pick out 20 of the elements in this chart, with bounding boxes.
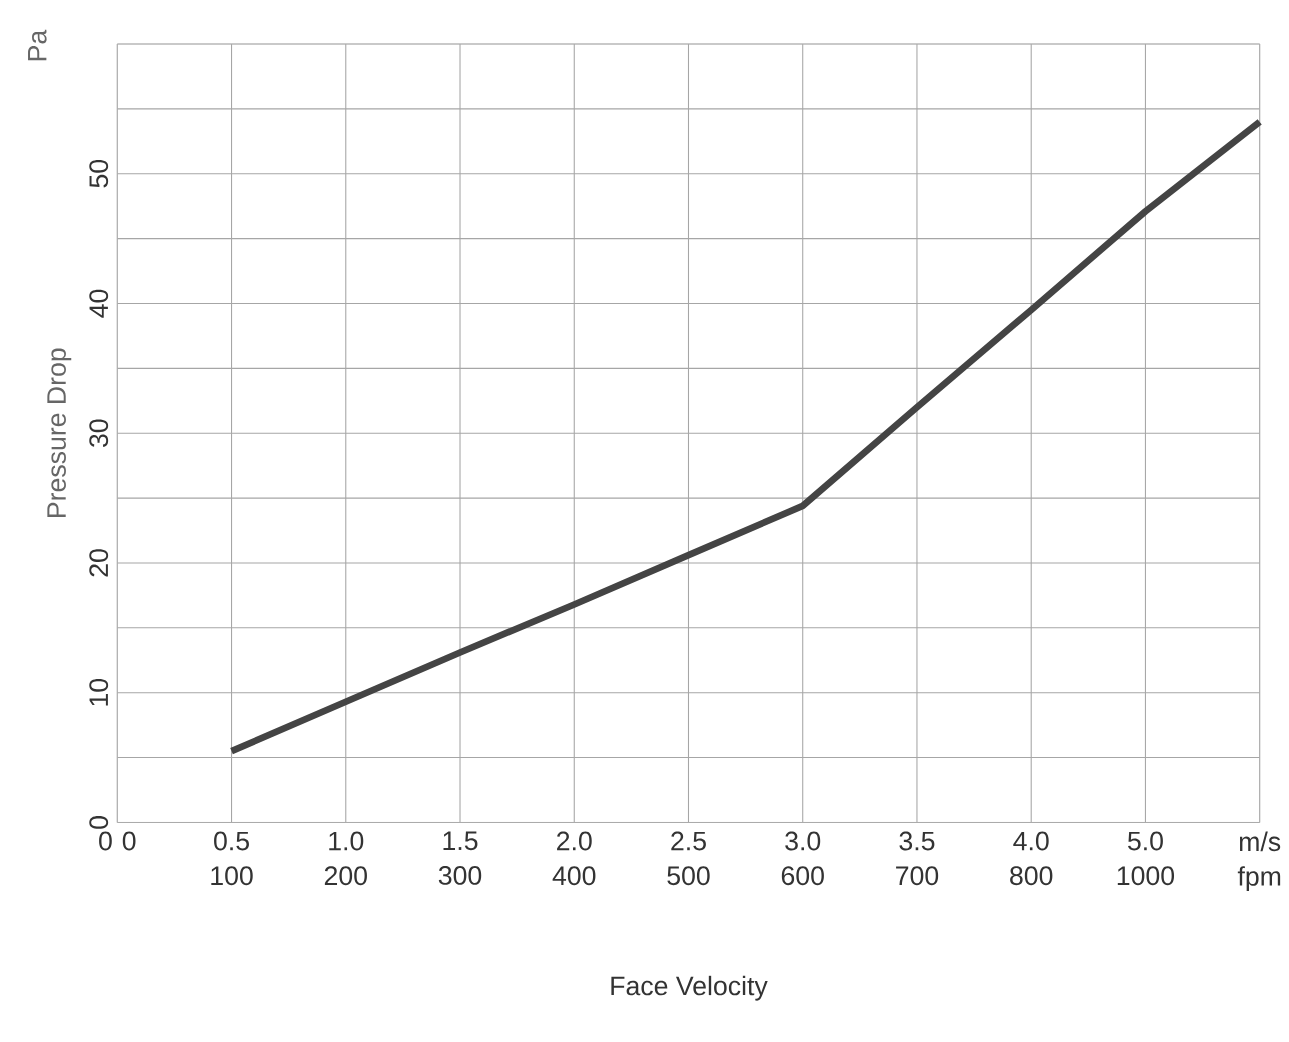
y-tick-label: 40 — [89, 289, 109, 318]
x-tick-label: 4.0 800 — [1010, 831, 1053, 885]
x-tick-label: 1.5 300 — [438, 831, 482, 885]
x-tick-label: 2.0 400 — [552, 831, 596, 885]
x-tick-label: 0.5 100 — [211, 831, 253, 885]
x-tick-label: 2.5 500 — [667, 831, 710, 885]
y-tick-label: 0 — [89, 815, 109, 829]
y-tick-label: 50 — [89, 159, 109, 188]
x-tick-label: 5.0 1000 — [1117, 831, 1175, 885]
x-tick-label: m/s fpm — [1237, 831, 1281, 891]
y-tick-label: 30 — [89, 419, 109, 447]
y-axis-title: Pressure Drop — [47, 348, 72, 517]
text: Pa — [28, 29, 47, 61]
x-axis-title: Face Velocity — [611, 975, 768, 1001]
x-tick-label: 0 0 — [99, 831, 136, 851]
x-tick-label: 3.0 600 — [781, 831, 824, 885]
y-tick-label: 10 — [89, 678, 109, 706]
x-tick-label: 1.0 200 — [324, 831, 367, 885]
y-tick-label: 20 — [89, 549, 109, 577]
x-tick-label: 3.5 700 — [896, 831, 939, 885]
